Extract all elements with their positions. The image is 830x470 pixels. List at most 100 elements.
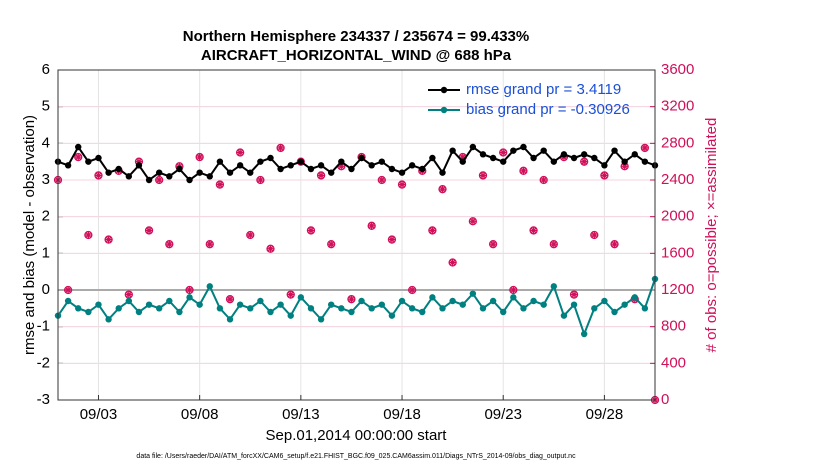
series-marker bbox=[287, 312, 294, 319]
series-marker bbox=[469, 143, 477, 151]
series-marker bbox=[226, 316, 234, 323]
series-marker bbox=[328, 169, 335, 176]
series-marker bbox=[459, 301, 466, 308]
asterisk-stroke bbox=[399, 181, 405, 188]
y-tick-label: -2 bbox=[37, 354, 50, 371]
asterisk-stroke bbox=[206, 241, 213, 248]
asterisk-stroke bbox=[500, 149, 507, 156]
asterisk-stroke bbox=[146, 227, 152, 234]
obs-assimilated-marker bbox=[428, 226, 436, 234]
series-marker bbox=[358, 154, 365, 162]
series-marker bbox=[429, 294, 436, 301]
obs-assimilated-marker bbox=[530, 226, 538, 234]
asterisk-stroke bbox=[641, 145, 648, 151]
x-axis-label: Sep.01,2014 00:00:00 start bbox=[266, 427, 448, 444]
x-tick-label: 09/13 bbox=[282, 406, 320, 423]
series-marker bbox=[75, 143, 82, 151]
x-tick-label: 09/03 bbox=[80, 406, 118, 423]
series-marker bbox=[277, 301, 284, 308]
y2-tick-label: 800 bbox=[661, 318, 686, 335]
series-marker bbox=[520, 143, 527, 151]
asterisk-stroke bbox=[308, 227, 314, 234]
obs-assimilated-marker bbox=[94, 171, 102, 179]
series-marker bbox=[388, 312, 396, 319]
asterisk-stroke bbox=[348, 296, 355, 303]
obs-assimilated-marker bbox=[611, 240, 619, 248]
series-marker bbox=[206, 173, 213, 180]
obs-assimilated-marker bbox=[84, 231, 92, 239]
asterisk-stroke bbox=[520, 167, 527, 174]
series-marker bbox=[631, 151, 638, 158]
obs-assimilated-marker bbox=[186, 286, 194, 294]
asterisk-stroke bbox=[247, 232, 254, 238]
series-marker bbox=[85, 158, 92, 165]
series-marker bbox=[479, 151, 487, 158]
obs-assimilated-marker bbox=[519, 167, 527, 175]
asterisk-stroke bbox=[125, 291, 132, 298]
series-marker bbox=[125, 173, 133, 180]
asterisk-stroke bbox=[469, 218, 476, 225]
asterisk-stroke bbox=[480, 172, 486, 179]
series-marker bbox=[257, 158, 264, 165]
obs-assimilated-marker bbox=[74, 153, 82, 161]
y-tick-label: 6 bbox=[42, 61, 50, 78]
obs-assimilated-marker bbox=[641, 144, 649, 152]
series-marker bbox=[145, 176, 153, 184]
asterisk-stroke bbox=[318, 172, 324, 179]
asterisk-stroke bbox=[267, 245, 274, 252]
series-marker bbox=[378, 301, 385, 308]
asterisk-stroke bbox=[196, 154, 203, 160]
asterisk-stroke bbox=[216, 181, 223, 188]
obs-assimilated-marker bbox=[125, 291, 133, 299]
series-marker bbox=[115, 165, 122, 173]
series-marker bbox=[267, 154, 274, 162]
obs-assimilated-marker bbox=[469, 217, 477, 225]
legend-marker bbox=[440, 106, 448, 114]
asterisk-stroke bbox=[237, 149, 244, 156]
series-marker bbox=[287, 162, 294, 169]
obs-assimilated-marker bbox=[277, 144, 285, 152]
chart-title: Northern Hemisphere 234337 / 235674 = 99… bbox=[183, 28, 529, 45]
obs-assimilated-marker bbox=[499, 149, 507, 156]
series-marker bbox=[479, 305, 487, 312]
y2-tick-label: 2800 bbox=[661, 134, 694, 151]
series-marker bbox=[166, 297, 173, 305]
series-marker bbox=[621, 158, 628, 165]
series-marker bbox=[95, 154, 102, 162]
series-marker bbox=[196, 301, 203, 308]
y-axis-label: rmse and bias (model - observation) bbox=[21, 115, 38, 355]
series-marker bbox=[570, 301, 578, 308]
asterisk-stroke bbox=[287, 291, 294, 298]
obs-assimilated-marker bbox=[256, 176, 264, 184]
asterisk-stroke bbox=[409, 287, 416, 293]
series-marker bbox=[621, 301, 628, 308]
series-marker bbox=[560, 312, 568, 319]
obs-assimilated-marker bbox=[317, 171, 325, 179]
series-marker bbox=[530, 297, 537, 305]
asterisk-stroke bbox=[621, 163, 628, 170]
series-marker bbox=[64, 297, 72, 305]
obs-assimilated-marker bbox=[206, 240, 214, 248]
asterisk-stroke bbox=[378, 177, 385, 183]
obs-assimilated-marker bbox=[287, 291, 295, 299]
series-marker bbox=[247, 169, 254, 176]
series-marker bbox=[641, 158, 649, 165]
asterisk-stroke bbox=[368, 222, 375, 229]
obs-assimilated-marker bbox=[509, 286, 517, 294]
series-marker bbox=[530, 154, 537, 162]
asterisk-stroke bbox=[85, 232, 92, 238]
series-marker bbox=[186, 176, 193, 184]
series-marker bbox=[611, 308, 618, 316]
series-marker bbox=[105, 316, 112, 323]
series-marker bbox=[408, 305, 416, 312]
asterisk-stroke bbox=[601, 172, 608, 179]
series-marker bbox=[155, 305, 163, 312]
y2-tick-label: 2400 bbox=[661, 171, 694, 188]
series-marker bbox=[226, 169, 234, 176]
obs-assimilated-marker bbox=[368, 222, 376, 230]
series-marker bbox=[166, 173, 173, 180]
series-marker bbox=[449, 297, 456, 305]
y2-tick-label: 2000 bbox=[661, 208, 694, 225]
asterisk-stroke bbox=[257, 177, 264, 183]
